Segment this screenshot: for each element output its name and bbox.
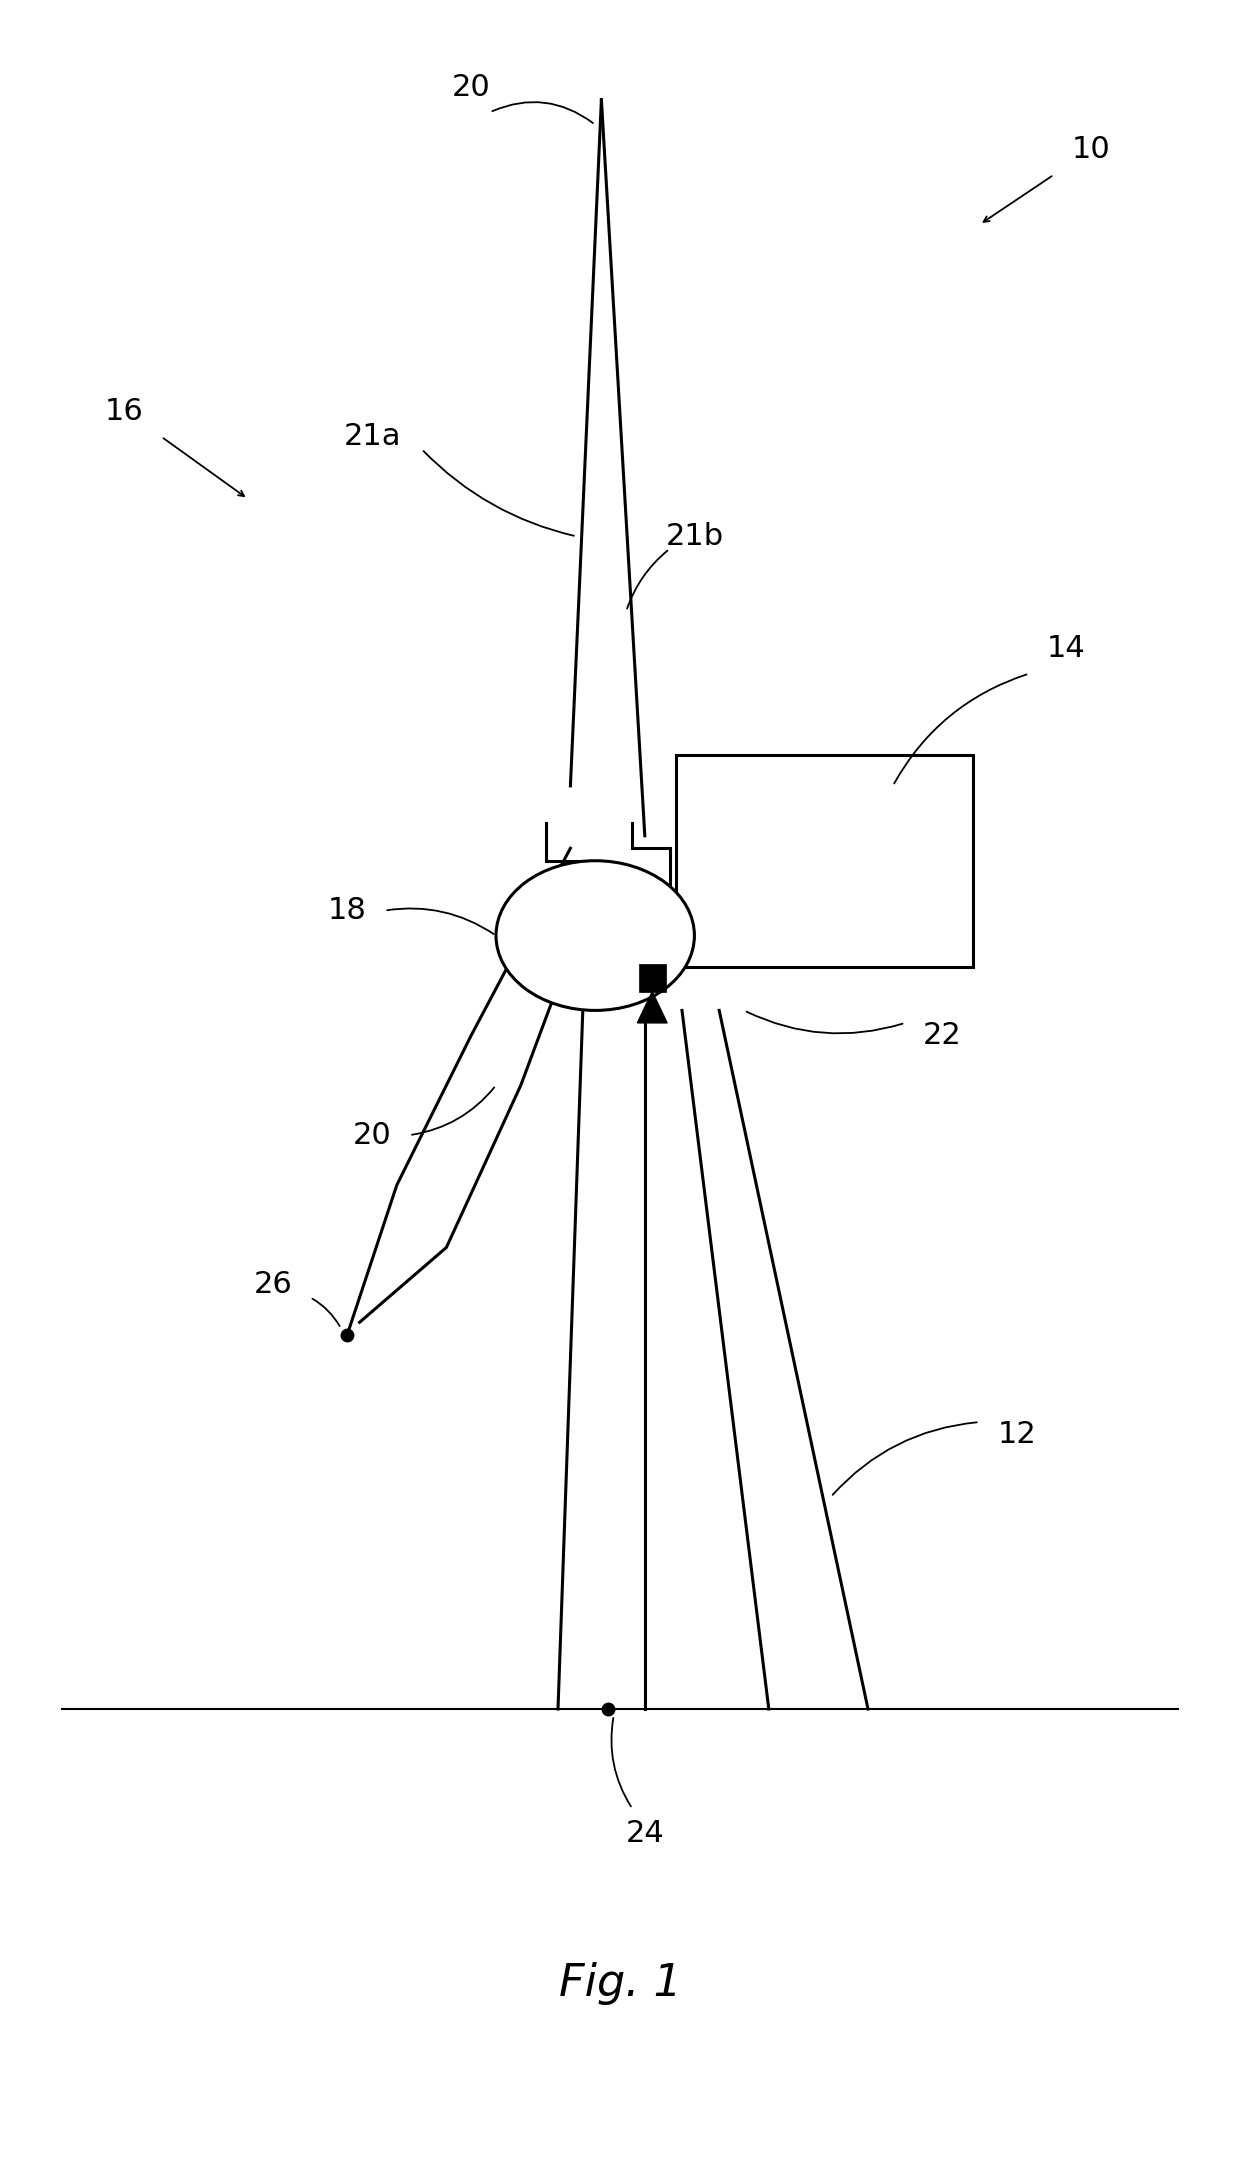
Text: Fig. 1: Fig. 1 xyxy=(558,1963,682,2004)
Polygon shape xyxy=(637,991,667,1024)
Text: 24: 24 xyxy=(625,1818,665,1849)
Text: 26: 26 xyxy=(253,1271,293,1299)
Bar xyxy=(639,965,666,991)
Text: 20: 20 xyxy=(352,1120,392,1150)
Text: 22: 22 xyxy=(923,1022,962,1050)
Bar xyxy=(676,755,973,967)
Text: 21b: 21b xyxy=(666,522,723,550)
Text: 16: 16 xyxy=(104,397,144,426)
Text: 18: 18 xyxy=(327,897,367,926)
Text: 21a: 21a xyxy=(343,421,401,452)
Text: 12: 12 xyxy=(997,1421,1037,1450)
Text: 14: 14 xyxy=(1047,635,1086,664)
Text: 20: 20 xyxy=(451,72,491,103)
Ellipse shape xyxy=(496,860,694,1011)
Text: 10: 10 xyxy=(1071,135,1111,164)
